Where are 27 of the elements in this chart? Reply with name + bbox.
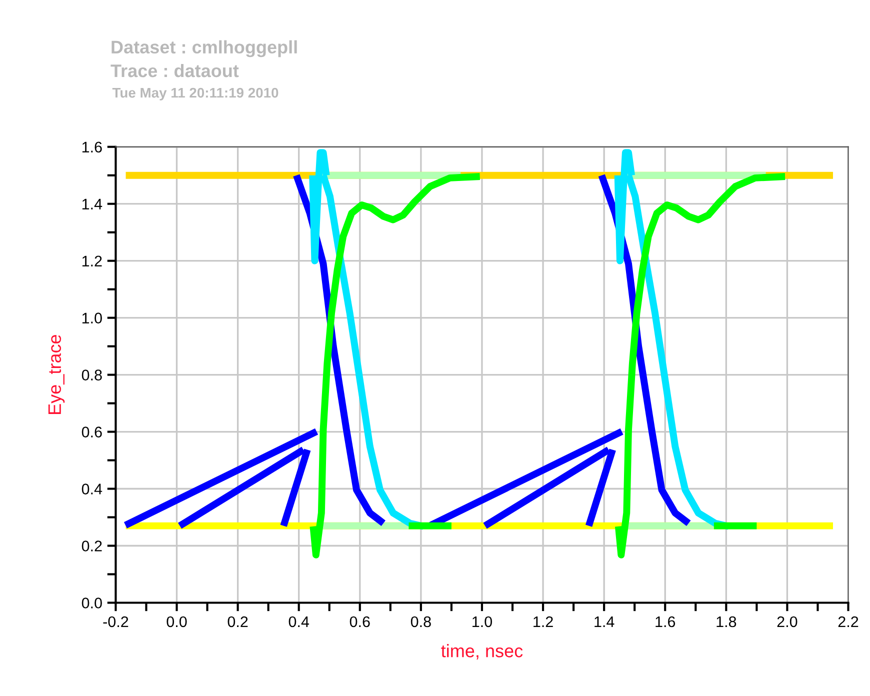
y-tick-label: 0.6 bbox=[82, 426, 102, 438]
x-tick-label: 1.6 bbox=[656, 616, 676, 628]
y-tick-label: 0.2 bbox=[82, 540, 102, 552]
x-axis-title: time, nsec bbox=[441, 644, 523, 660]
x-tick-label: 0.8 bbox=[410, 616, 431, 628]
x-tick-label: 1.4 bbox=[594, 616, 614, 627]
x-tick-label: 2.2 bbox=[838, 616, 858, 627]
chart-title: Dataset : cmlhoggepll bbox=[112, 40, 297, 58]
x-tick-label: 1.2 bbox=[534, 616, 553, 627]
x-tick-label: -0.2 bbox=[103, 616, 128, 628]
x-tick-label: 0.6 bbox=[350, 616, 370, 628]
y-tick-label: 1.4 bbox=[82, 198, 102, 210]
text: Tue May 11 20:11:19 2010 bbox=[112, 88, 278, 100]
x-tick-label: 1.8 bbox=[716, 616, 736, 628]
y-tick-label: 0.8 bbox=[82, 370, 102, 380]
y-tick-label: 1.2 bbox=[82, 256, 102, 266]
y-tick-label: 1.0 bbox=[82, 312, 102, 324]
y-axis-title: Eye_trace bbox=[48, 334, 65, 414]
x-tick-label: 0.0 bbox=[166, 616, 187, 628]
x-tick-label: 0.2 bbox=[228, 616, 248, 628]
x-tick-label: 1.0 bbox=[472, 616, 492, 628]
x-tick-label: 2.0 bbox=[777, 616, 798, 628]
y-tick-label: 0.4 bbox=[82, 484, 102, 494]
x-tick-label: 0.4 bbox=[288, 616, 310, 628]
y-tick-label: 1.6 bbox=[82, 142, 102, 153]
y-tick-label: 0.0 bbox=[82, 598, 102, 608]
chart-subtitle: Trace : dataout bbox=[110, 64, 239, 78]
